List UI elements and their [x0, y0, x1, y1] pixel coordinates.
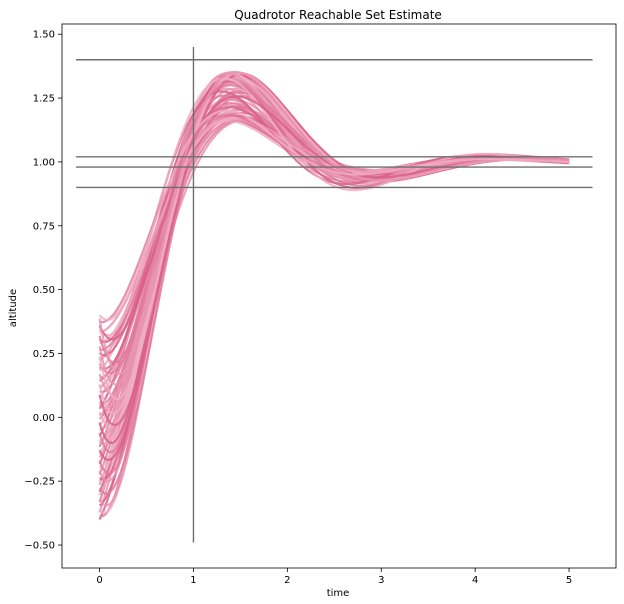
- trajectory-line: [98, 109, 570, 321]
- y-tick-label: 1.25: [33, 94, 55, 105]
- y-tick-label: −0.25: [24, 477, 55, 488]
- y-axis-ticks: −0.50 −0.25 0.00 0.25 0.50 0.75 1.00 1.25 1.50: [24, 30, 62, 552]
- y-tick-label: 1.50: [33, 30, 55, 41]
- y-tick-label: 0.00: [33, 413, 55, 424]
- trajectory-line: [98, 77, 570, 337]
- trajectory-bundle: [98, 71, 570, 520]
- x-axis-label: time: [327, 588, 350, 599]
- x-tick-label: 1: [190, 575, 196, 586]
- x-axis-ticks: 0 1 2 3 4 5: [96, 568, 572, 586]
- x-tick-label: 5: [566, 575, 572, 586]
- y-tick-label: −0.50: [24, 541, 55, 552]
- x-tick-label: 3: [378, 575, 384, 586]
- chart-title: Quadrotor Reachable Set Estimate: [234, 8, 442, 22]
- y-tick-label: 1.00: [33, 157, 55, 168]
- y-tick-label: 0.50: [33, 285, 55, 296]
- x-tick-label: 2: [284, 575, 290, 586]
- axes-frame: [61, 23, 617, 569]
- reference-lines: [76, 46, 593, 543]
- y-tick-label: 0.25: [33, 349, 55, 360]
- x-tick-label: 4: [472, 575, 478, 586]
- y-axis-label: altitude: [8, 289, 19, 327]
- x-tick-label: 0: [96, 575, 102, 586]
- y-tick-label: 0.75: [33, 221, 55, 232]
- plot-area: 0 1 2 3 4 5 −0.50 −0.25 0.00 0.25 0.50 0.75 1.00 1.2…: [24, 23, 617, 586]
